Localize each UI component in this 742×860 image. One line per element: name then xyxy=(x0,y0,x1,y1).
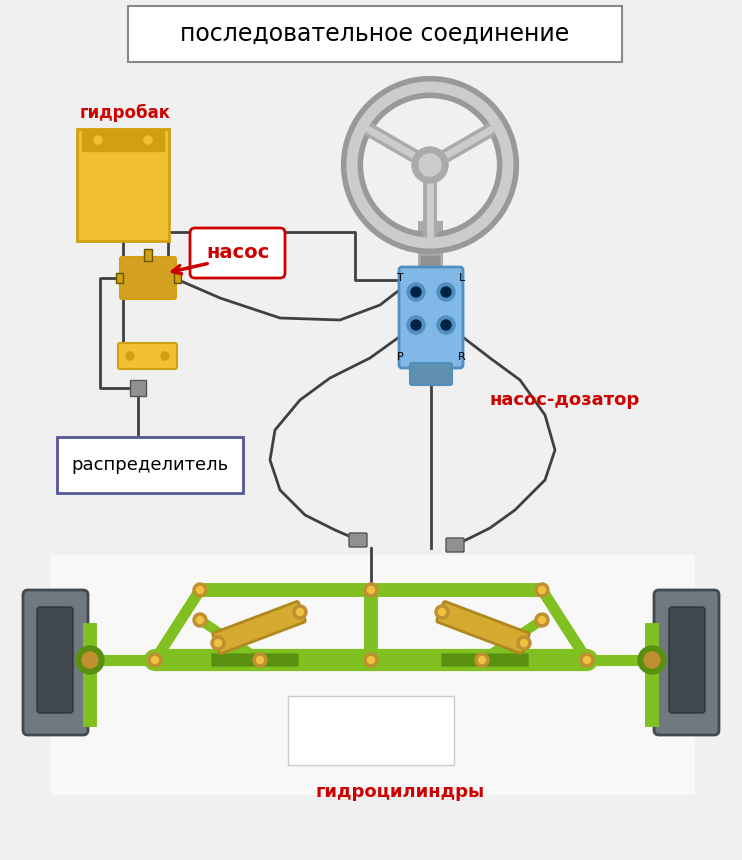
Text: насос: насос xyxy=(206,243,269,262)
Circle shape xyxy=(367,587,375,593)
Circle shape xyxy=(644,652,660,668)
Circle shape xyxy=(76,646,104,674)
Circle shape xyxy=(94,136,102,144)
Text: T: T xyxy=(397,273,404,283)
Circle shape xyxy=(419,154,441,176)
FancyBboxPatch shape xyxy=(190,228,285,278)
Circle shape xyxy=(144,136,152,144)
Circle shape xyxy=(441,320,451,330)
Circle shape xyxy=(211,636,225,650)
Circle shape xyxy=(126,352,134,360)
Bar xyxy=(116,273,123,283)
Circle shape xyxy=(407,316,425,334)
Circle shape xyxy=(257,656,263,664)
Circle shape xyxy=(214,640,222,647)
FancyBboxPatch shape xyxy=(213,601,305,654)
FancyBboxPatch shape xyxy=(288,696,454,765)
Circle shape xyxy=(437,316,455,334)
FancyBboxPatch shape xyxy=(77,129,169,241)
FancyBboxPatch shape xyxy=(654,590,719,735)
Circle shape xyxy=(435,605,449,619)
FancyBboxPatch shape xyxy=(23,590,88,735)
Bar xyxy=(174,273,181,283)
Circle shape xyxy=(297,609,303,616)
Circle shape xyxy=(539,617,545,624)
FancyBboxPatch shape xyxy=(118,343,177,369)
FancyBboxPatch shape xyxy=(437,601,529,654)
FancyBboxPatch shape xyxy=(57,437,243,493)
Text: гидробак: гидробак xyxy=(80,104,171,122)
FancyBboxPatch shape xyxy=(446,538,464,552)
Circle shape xyxy=(539,587,545,593)
Circle shape xyxy=(520,640,528,647)
Circle shape xyxy=(517,636,531,650)
Bar xyxy=(130,380,146,396)
FancyBboxPatch shape xyxy=(410,363,452,385)
Circle shape xyxy=(407,283,425,301)
FancyBboxPatch shape xyxy=(411,290,449,304)
FancyBboxPatch shape xyxy=(37,607,73,713)
Circle shape xyxy=(583,656,591,664)
Bar xyxy=(144,249,152,261)
Circle shape xyxy=(193,583,207,597)
Circle shape xyxy=(151,656,159,664)
FancyBboxPatch shape xyxy=(120,257,176,299)
Text: L: L xyxy=(459,273,465,283)
FancyBboxPatch shape xyxy=(669,607,705,713)
Text: последовательное соединение: последовательное соединение xyxy=(180,22,570,46)
Circle shape xyxy=(197,617,203,624)
Circle shape xyxy=(82,652,98,668)
Circle shape xyxy=(441,287,451,297)
FancyBboxPatch shape xyxy=(50,555,695,795)
Circle shape xyxy=(411,320,421,330)
Circle shape xyxy=(364,583,378,597)
Circle shape xyxy=(580,653,594,667)
Circle shape xyxy=(367,656,375,664)
Circle shape xyxy=(437,283,455,301)
Circle shape xyxy=(535,613,549,627)
Text: насос-дозатор: насос-дозатор xyxy=(490,391,640,409)
FancyBboxPatch shape xyxy=(349,533,367,547)
Circle shape xyxy=(148,653,162,667)
Circle shape xyxy=(364,653,378,667)
Circle shape xyxy=(193,613,207,627)
Text: гидроцилиндры: гидроцилиндры xyxy=(315,783,485,801)
Circle shape xyxy=(479,656,485,664)
FancyBboxPatch shape xyxy=(399,267,463,368)
Circle shape xyxy=(197,587,203,593)
Circle shape xyxy=(439,609,445,616)
Circle shape xyxy=(535,583,549,597)
FancyBboxPatch shape xyxy=(440,652,530,668)
FancyBboxPatch shape xyxy=(82,129,164,151)
Text: R: R xyxy=(458,352,466,362)
Circle shape xyxy=(412,147,448,183)
Text: P: P xyxy=(397,352,404,362)
FancyBboxPatch shape xyxy=(210,652,300,668)
FancyBboxPatch shape xyxy=(128,6,622,62)
Circle shape xyxy=(411,287,421,297)
Circle shape xyxy=(293,605,307,619)
Circle shape xyxy=(161,352,169,360)
Circle shape xyxy=(475,653,489,667)
Circle shape xyxy=(638,646,666,674)
Circle shape xyxy=(253,653,267,667)
Text: распределитель: распределитель xyxy=(71,456,229,474)
